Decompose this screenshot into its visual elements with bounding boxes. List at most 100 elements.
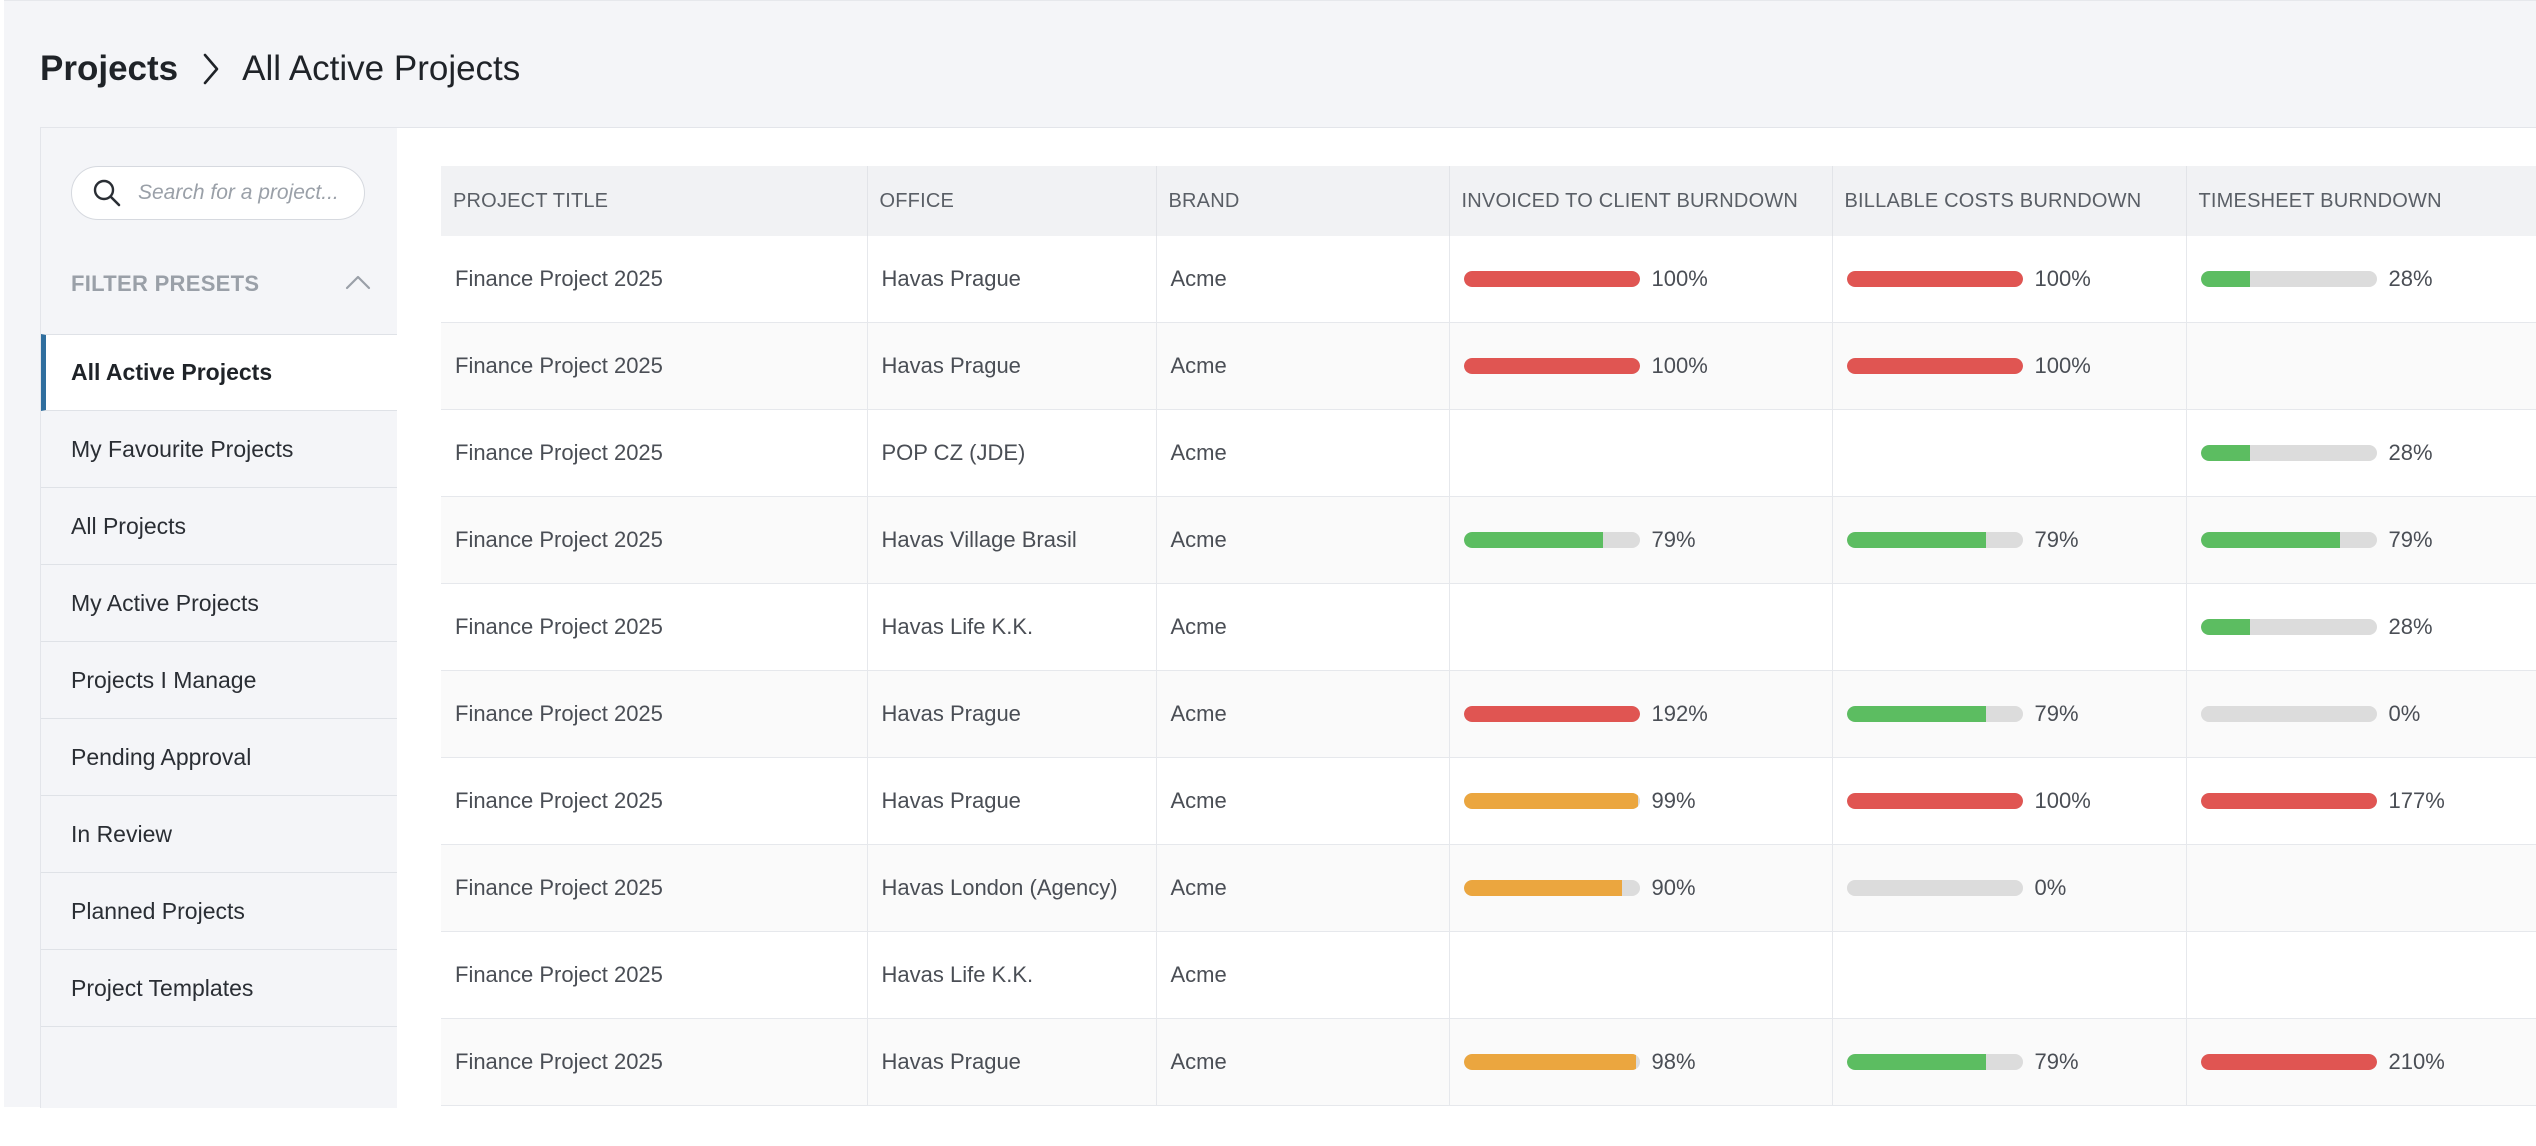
search-input[interactable] xyxy=(136,180,350,206)
table-row[interactable]: Finance Project 2025 Havas Prague Acme 99% 1… xyxy=(441,757,2536,845)
progress-bar-track xyxy=(1846,880,2023,896)
burndown-percent-label: 28% xyxy=(2388,440,2433,465)
brand-cell: Acme xyxy=(1156,844,1450,932)
column-header-brand[interactable]: BRAND xyxy=(1156,166,1450,236)
progress-bar-track xyxy=(2200,271,2377,287)
table-header-row: PROJECT TITLE OFFICE BRAND INVOICED TO C… xyxy=(441,166,2536,236)
billable-burndown-cell: 100% xyxy=(1832,322,2187,410)
progress-bar-track xyxy=(2200,706,2377,722)
projects-table: PROJECT TITLE OFFICE BRAND INVOICED TO C… xyxy=(441,166,2536,1106)
table-row[interactable]: Finance Project 2025 Havas Prague Acme 100%… xyxy=(441,322,2536,410)
breadcrumb-root[interactable]: Projects xyxy=(40,49,179,88)
chevron-up-icon[interactable] xyxy=(345,274,371,295)
table-row[interactable]: Finance Project 2025 Havas Village Brasil… xyxy=(441,496,2536,584)
column-header-billable-burndown[interactable]: BILLABLE COSTS BURNDOWN xyxy=(1832,166,2187,236)
column-header-invoiced-burndown[interactable]: INVOICED TO CLIENT BURNDOWN xyxy=(1449,166,1833,236)
progress-bar-track xyxy=(1846,358,2023,374)
burndown-bar: 100% xyxy=(1463,353,1818,379)
burndown-bar: 192% xyxy=(1463,701,1818,727)
invoiced-burndown-cell: 79% xyxy=(1449,496,1833,584)
office-cell: Havas Prague xyxy=(867,757,1157,845)
burndown-percent-label: 28% xyxy=(2388,266,2433,291)
burndown-percent-label: 192% xyxy=(1651,701,1708,726)
project-title-cell[interactable]: Finance Project 2025 xyxy=(441,322,868,410)
progress-bar-track xyxy=(2200,1054,2377,1070)
burndown-percent-label: 210% xyxy=(2388,1049,2445,1074)
office-cell: POP CZ (JDE) xyxy=(867,409,1157,497)
brand-cell: Acme xyxy=(1156,931,1450,1019)
timesheet-burndown-cell: 79% xyxy=(2186,496,2536,584)
burndown-bar: 177% xyxy=(2200,788,2527,814)
timesheet-burndown-cell: 210% xyxy=(2186,1018,2536,1106)
brand-cell: Acme xyxy=(1156,1018,1450,1106)
progress-bar-fill xyxy=(1463,358,1640,374)
filter-preset-item[interactable]: My Favourite Projects xyxy=(41,411,397,488)
table-row[interactable]: Finance Project 2025 POP CZ (JDE) Acme 28% xyxy=(441,409,2536,497)
brand-cell: Acme xyxy=(1156,670,1450,758)
progress-bar-track xyxy=(1463,880,1640,896)
project-title-cell[interactable]: Finance Project 2025 xyxy=(441,496,868,584)
column-header-project-title[interactable]: PROJECT TITLE xyxy=(441,166,868,236)
office-cell: Havas Village Brasil xyxy=(867,496,1157,584)
project-title-cell[interactable]: Finance Project 2025 xyxy=(441,583,868,671)
filter-preset-item[interactable]: In Review xyxy=(41,796,397,873)
brand-cell: Acme xyxy=(1156,409,1450,497)
burndown-percent-label: 177% xyxy=(2388,788,2445,813)
filter-preset-item[interactable]: All Active Projects xyxy=(41,334,397,411)
burndown-bar: 90% xyxy=(1463,875,1818,901)
table-row[interactable]: Finance Project 2025 Havas London (Agency… xyxy=(441,844,2536,932)
progress-bar-fill xyxy=(1463,271,1640,287)
office-cell: Havas London (Agency) xyxy=(867,844,1157,932)
filter-preset-item[interactable]: My Active Projects xyxy=(41,565,397,642)
burndown-percent-label: 90% xyxy=(1651,875,1696,900)
progress-bar-fill xyxy=(2200,619,2250,635)
project-title-cell[interactable]: Finance Project 2025 xyxy=(441,236,868,323)
burndown-percent-label: 100% xyxy=(2034,353,2091,378)
project-title-cell[interactable]: Finance Project 2025 xyxy=(441,931,868,1019)
progress-bar-fill xyxy=(1463,532,1603,548)
progress-bar-track xyxy=(1463,706,1640,722)
filter-preset-item[interactable]: Project Templates xyxy=(41,950,397,1027)
progress-bar-fill xyxy=(1846,793,2023,809)
table-row[interactable]: Finance Project 2025 Havas Prague Acme 98% 7… xyxy=(441,1018,2536,1106)
office-cell: Havas Prague xyxy=(867,1018,1157,1106)
filter-preset-item[interactable]: Pending Approval xyxy=(41,719,397,796)
column-header-office[interactable]: OFFICE xyxy=(867,166,1157,236)
progress-bar-track xyxy=(2200,793,2377,809)
project-title-cell[interactable]: Finance Project 2025 xyxy=(441,1018,868,1106)
progress-bar-track xyxy=(1846,271,2023,287)
table-row[interactable]: Finance Project 2025 Havas Life K.K. Acme 2… xyxy=(441,583,2536,671)
burndown-bar: 0% xyxy=(2200,701,2527,727)
column-header-timesheet-burndown[interactable]: TIMESHEET BURNDOWN xyxy=(2186,166,2536,236)
project-title-cell[interactable]: Finance Project 2025 xyxy=(441,670,868,758)
project-title-cell[interactable]: Finance Project 2025 xyxy=(441,409,868,497)
filter-preset-item[interactable]: Projects I Manage xyxy=(41,642,397,719)
search-icon xyxy=(92,178,122,208)
breadcrumb: Projects All Active Projects xyxy=(40,41,520,97)
table-row[interactable]: Finance Project 2025 Havas Prague Acme 192%… xyxy=(441,670,2536,758)
burndown-percent-label: 99% xyxy=(1651,788,1696,813)
table-row[interactable]: Finance Project 2025 Havas Prague Acme 100%… xyxy=(441,236,2536,323)
filter-preset-item[interactable]: Planned Projects xyxy=(41,873,397,950)
project-title-cell[interactable]: Finance Project 2025 xyxy=(441,844,868,932)
invoiced-burndown-cell xyxy=(1449,583,1833,671)
burndown-percent-label: 79% xyxy=(2034,701,2079,726)
billable-burndown-cell: 79% xyxy=(1832,496,2187,584)
table-row[interactable]: Finance Project 2025 Havas Life K.K. Acme xyxy=(441,931,2536,1019)
burndown-bar: 79% xyxy=(1846,1049,2172,1075)
filter-presets-header[interactable]: FILTER PRESETS xyxy=(71,264,371,304)
burndown-percent-label: 79% xyxy=(2388,527,2433,552)
billable-burndown-cell: 79% xyxy=(1832,670,2187,758)
progress-bar-fill xyxy=(1846,358,2023,374)
project-title-cell[interactable]: Finance Project 2025 xyxy=(441,757,868,845)
invoiced-burndown-cell: 99% xyxy=(1449,757,1833,845)
burndown-percent-label: 0% xyxy=(2388,701,2421,726)
burndown-percent-label: 100% xyxy=(1651,353,1708,378)
search-box[interactable] xyxy=(71,166,365,220)
billable-burndown-cell xyxy=(1832,409,2187,497)
progress-bar-track xyxy=(1463,358,1640,374)
filter-preset-item[interactable]: All Projects xyxy=(41,488,397,565)
progress-bar-fill xyxy=(2200,793,2377,809)
progress-bar-track xyxy=(1846,706,2023,722)
